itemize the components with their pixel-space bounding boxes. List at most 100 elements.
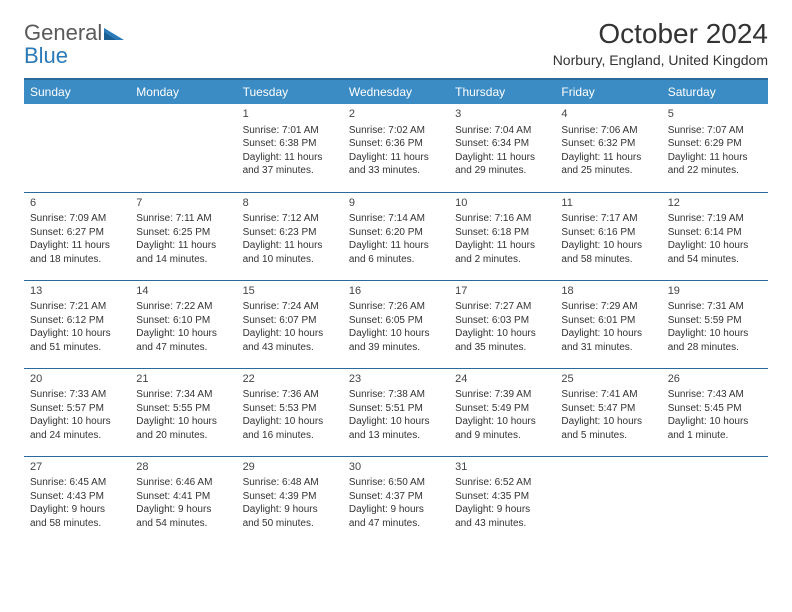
brand-name-2: Blue [24,43,68,68]
sunrise-text: Sunrise: 7:34 AM [136,388,230,402]
day-number: 12 [668,196,762,211]
daylight-text: Daylight: 10 hours and 35 minutes. [455,327,549,354]
day-number: 1 [243,107,337,122]
calendar-day-cell: 8Sunrise: 7:12 AMSunset: 6:23 PMDaylight… [237,192,343,280]
day-number: 6 [30,196,124,211]
daylight-text: Daylight: 11 hours and 37 minutes. [243,151,337,178]
daylight-text: Daylight: 10 hours and 13 minutes. [349,415,443,442]
day-number: 2 [349,107,443,122]
daylight-text: Daylight: 9 hours and 54 minutes. [136,503,230,530]
calendar-day-cell: 5Sunrise: 7:07 AMSunset: 6:29 PMDaylight… [662,104,768,192]
sunset-text: Sunset: 5:45 PM [668,402,762,416]
day-number: 7 [136,196,230,211]
calendar-day-cell: 28Sunrise: 6:46 AMSunset: 4:41 PMDayligh… [130,456,236,544]
sunrise-text: Sunrise: 7:22 AM [136,300,230,314]
daylight-text: Daylight: 10 hours and 1 minute. [668,415,762,442]
daylight-text: Daylight: 10 hours and 43 minutes. [243,327,337,354]
daylight-text: Daylight: 10 hours and 51 minutes. [30,327,124,354]
calendar-day-cell: 4Sunrise: 7:06 AMSunset: 6:32 PMDaylight… [555,104,661,192]
sunset-text: Sunset: 6:36 PM [349,137,443,151]
sunset-text: Sunset: 4:41 PM [136,490,230,504]
weekday-row: SundayMondayTuesdayWednesdayThursdayFrid… [24,79,768,104]
calendar-day-cell: 3Sunrise: 7:04 AMSunset: 6:34 PMDaylight… [449,104,555,192]
sunrise-text: Sunrise: 7:39 AM [455,388,549,402]
daylight-text: Daylight: 9 hours and 47 minutes. [349,503,443,530]
sunset-text: Sunset: 6:27 PM [30,226,124,240]
sunset-text: Sunset: 5:49 PM [455,402,549,416]
sunrise-text: Sunrise: 7:36 AM [243,388,337,402]
daylight-text: Daylight: 10 hours and 16 minutes. [243,415,337,442]
sunset-text: Sunset: 6:23 PM [243,226,337,240]
calendar-day-cell: 2Sunrise: 7:02 AMSunset: 6:36 PMDaylight… [343,104,449,192]
sunset-text: Sunset: 6:25 PM [136,226,230,240]
sunset-text: Sunset: 4:37 PM [349,490,443,504]
calendar-week-row: 1Sunrise: 7:01 AMSunset: 6:38 PMDaylight… [24,104,768,192]
daylight-text: Daylight: 9 hours and 58 minutes. [30,503,124,530]
calendar-day-cell: 9Sunrise: 7:14 AMSunset: 6:20 PMDaylight… [343,192,449,280]
day-number: 24 [455,372,549,387]
day-number: 3 [455,107,549,122]
calendar-day-cell: 14Sunrise: 7:22 AMSunset: 6:10 PMDayligh… [130,280,236,368]
day-number: 11 [561,196,655,211]
day-number: 16 [349,284,443,299]
header-row: General Blue October 2024 Norbury, Engla… [24,18,768,68]
sunset-text: Sunset: 6:03 PM [455,314,549,328]
sunrise-text: Sunrise: 7:17 AM [561,212,655,226]
day-number: 29 [243,460,337,475]
daylight-text: Daylight: 9 hours and 50 minutes. [243,503,337,530]
day-number: 25 [561,372,655,387]
calendar-day-cell: 11Sunrise: 7:17 AMSunset: 6:16 PMDayligh… [555,192,661,280]
daylight-text: Daylight: 10 hours and 5 minutes. [561,415,655,442]
sunset-text: Sunset: 6:05 PM [349,314,443,328]
sunrise-text: Sunrise: 7:41 AM [561,388,655,402]
calendar-day-cell: 12Sunrise: 7:19 AMSunset: 6:14 PMDayligh… [662,192,768,280]
day-number: 5 [668,107,762,122]
sunrise-text: Sunrise: 6:48 AM [243,476,337,490]
weekday-header: Saturday [662,79,768,104]
flag-icon [104,26,124,45]
day-number: 30 [349,460,443,475]
calendar-day-cell: 22Sunrise: 7:36 AMSunset: 5:53 PMDayligh… [237,368,343,456]
sunrise-text: Sunrise: 7:01 AM [243,124,337,138]
calendar-day-cell: 16Sunrise: 7:26 AMSunset: 6:05 PMDayligh… [343,280,449,368]
weekday-header: Wednesday [343,79,449,104]
day-number: 21 [136,372,230,387]
day-number: 31 [455,460,549,475]
day-number: 28 [136,460,230,475]
calendar-day-cell: 17Sunrise: 7:27 AMSunset: 6:03 PMDayligh… [449,280,555,368]
daylight-text: Daylight: 10 hours and 54 minutes. [668,239,762,266]
sunset-text: Sunset: 6:34 PM [455,137,549,151]
sunrise-text: Sunrise: 6:50 AM [349,476,443,490]
calendar-body: 1Sunrise: 7:01 AMSunset: 6:38 PMDaylight… [24,104,768,544]
calendar-day-cell [662,456,768,544]
calendar-day-cell: 13Sunrise: 7:21 AMSunset: 6:12 PMDayligh… [24,280,130,368]
title-block: October 2024 Norbury, England, United Ki… [553,18,768,68]
calendar-day-cell: 20Sunrise: 7:33 AMSunset: 5:57 PMDayligh… [24,368,130,456]
daylight-text: Daylight: 10 hours and 31 minutes. [561,327,655,354]
sunset-text: Sunset: 5:47 PM [561,402,655,416]
daylight-text: Daylight: 10 hours and 20 minutes. [136,415,230,442]
day-number: 27 [30,460,124,475]
sunrise-text: Sunrise: 7:21 AM [30,300,124,314]
calendar-day-cell: 6Sunrise: 7:09 AMSunset: 6:27 PMDaylight… [24,192,130,280]
daylight-text: Daylight: 11 hours and 14 minutes. [136,239,230,266]
page-title: October 2024 [553,18,768,50]
daylight-text: Daylight: 11 hours and 29 minutes. [455,151,549,178]
sunset-text: Sunset: 6:14 PM [668,226,762,240]
calendar-page: General Blue October 2024 Norbury, Engla… [0,0,792,562]
sunset-text: Sunset: 5:57 PM [30,402,124,416]
sunset-text: Sunset: 4:35 PM [455,490,549,504]
daylight-text: Daylight: 10 hours and 58 minutes. [561,239,655,266]
sunrise-text: Sunrise: 7:43 AM [668,388,762,402]
calendar-day-cell: 29Sunrise: 6:48 AMSunset: 4:39 PMDayligh… [237,456,343,544]
daylight-text: Daylight: 11 hours and 2 minutes. [455,239,549,266]
sunset-text: Sunset: 6:32 PM [561,137,655,151]
sunrise-text: Sunrise: 7:16 AM [455,212,549,226]
brand-name-1: General [24,20,102,45]
calendar-day-cell: 23Sunrise: 7:38 AMSunset: 5:51 PMDayligh… [343,368,449,456]
day-number: 19 [668,284,762,299]
calendar-week-row: 6Sunrise: 7:09 AMSunset: 6:27 PMDaylight… [24,192,768,280]
daylight-text: Daylight: 11 hours and 18 minutes. [30,239,124,266]
calendar-day-cell: 7Sunrise: 7:11 AMSunset: 6:25 PMDaylight… [130,192,236,280]
daylight-text: Daylight: 11 hours and 6 minutes. [349,239,443,266]
